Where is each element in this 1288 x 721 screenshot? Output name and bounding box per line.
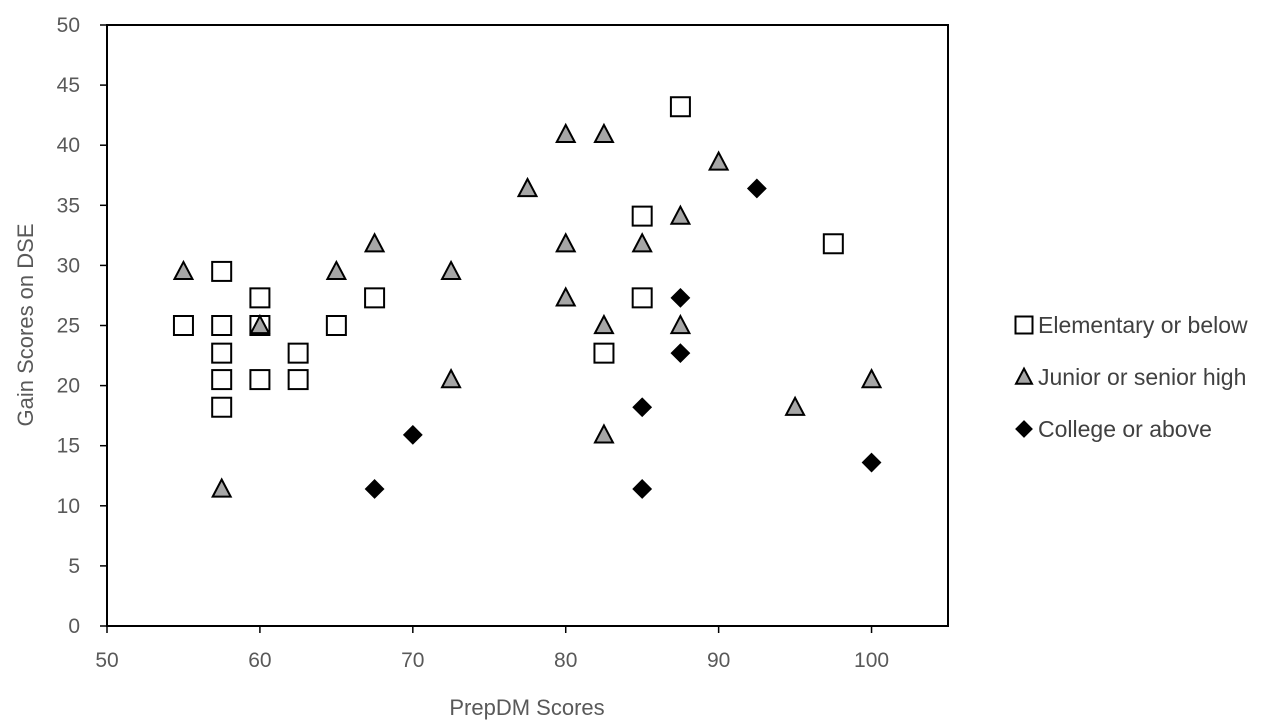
x-axis-title: PrepDM Scores	[449, 695, 604, 720]
legend-label: Elementary or below	[1038, 312, 1248, 338]
legend-square-marker	[1016, 317, 1033, 334]
y-tick-label: 40	[57, 134, 80, 157]
plot-area	[107, 25, 948, 626]
y-tick-label: 35	[57, 194, 80, 217]
y-tick-label: 50	[57, 14, 80, 37]
x-tick-label: 70	[401, 649, 424, 672]
y-tick-label: 10	[57, 495, 80, 518]
y-tick-label: 15	[57, 435, 80, 458]
y-tick-label: 25	[57, 315, 80, 338]
legend-triangle-marker	[1016, 369, 1032, 384]
square-marker	[212, 344, 231, 363]
square-marker	[289, 344, 308, 363]
square-marker	[327, 316, 346, 335]
y-tick-label: 5	[68, 555, 80, 578]
square-marker	[212, 316, 231, 335]
square-marker	[250, 370, 269, 389]
square-marker	[633, 288, 652, 307]
square-marker	[250, 288, 269, 307]
square-marker	[212, 398, 231, 417]
legend-diamond-marker	[1017, 422, 1032, 437]
square-marker	[633, 207, 652, 226]
square-marker	[594, 344, 613, 363]
square-marker	[212, 370, 231, 389]
square-marker	[289, 370, 308, 389]
square-marker	[671, 97, 690, 116]
square-marker	[174, 316, 193, 335]
x-tick-label: 80	[554, 649, 577, 672]
x-axis-ticks: 50 60 70 80 90 100	[95, 626, 889, 672]
square-marker	[365, 288, 384, 307]
y-tick-label: 0	[68, 615, 80, 638]
x-tick-label: 60	[248, 649, 271, 672]
legend: Elementary or below Junior or senior high…	[1016, 312, 1249, 442]
y-axis-ticks: 0 5 10 15 20 25 30 35 40 45 50	[57, 14, 107, 638]
x-tick-label: 50	[95, 649, 118, 672]
square-marker	[824, 234, 843, 253]
legend-label: College or above	[1038, 416, 1212, 442]
x-tick-label: 90	[707, 649, 730, 672]
legend-label: Junior or senior high	[1038, 364, 1246, 390]
y-tick-label: 30	[57, 254, 80, 277]
y-axis-title: Gain Scores on DSE	[13, 224, 38, 427]
y-tick-label: 20	[57, 375, 80, 398]
x-tick-label: 100	[854, 649, 889, 672]
y-tick-label: 45	[57, 74, 80, 97]
square-marker	[212, 262, 231, 281]
